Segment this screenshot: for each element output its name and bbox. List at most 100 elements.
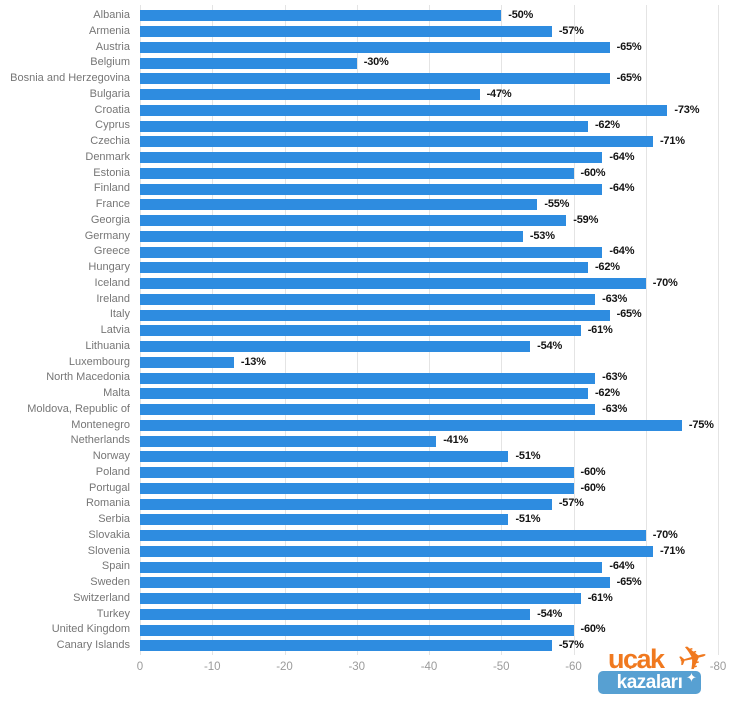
category-label: Poland [95,465,130,478]
watermark-badge: kazaları [598,671,701,694]
bar [140,167,574,179]
chart-row: Poland -60% [0,465,729,481]
bar [140,388,588,400]
value-label: -47% [486,87,512,100]
x-tick-label: -80 [709,661,727,673]
bar [140,545,653,557]
category-label: Italy [109,308,130,321]
bar [140,514,509,526]
category-label: Denmark [85,150,130,163]
value-label: -54% [537,339,563,352]
chart-row: North Macedonia -63% [0,370,729,386]
x-tick-label: -20 [276,661,293,673]
bar [140,467,574,479]
x-tick-label: -10 [203,661,221,673]
chart-row: Greece -64% [0,244,729,260]
bar [140,451,509,463]
bar [140,356,234,368]
value-label: -63% [602,292,628,305]
sparkle-icon: ✦ [686,670,697,685]
chart-row: Serbia -51% [0,512,729,528]
chart-row: France -55% [0,197,729,213]
bar [140,104,668,116]
category-label: Armenia [89,24,130,37]
category-label: Bulgaria [89,87,130,100]
category-label: Croatia [94,103,130,116]
value-label: -65% [616,72,642,84]
value-label: -51% [515,450,541,462]
category-label: Hungary [88,261,130,273]
bar [140,230,523,242]
category-label: Montenegro [71,418,130,431]
value-label: -65% [616,576,642,588]
value-label: -65% [616,40,642,53]
chart-row: Denmark -64% [0,150,729,166]
category-label: Norway [92,450,130,462]
value-label: -65% [616,308,642,321]
chart-row: Ireland -63% [0,292,729,308]
category-label: Cyprus [95,119,130,132]
value-label: -61% [587,591,613,604]
value-label: -64% [609,182,635,195]
value-label: -57% [558,639,584,651]
bar [140,419,682,431]
bar [140,435,437,447]
chart-row: Czechia -71% [0,134,729,150]
x-tick-label: 0 [136,661,144,673]
chart-row: Switzerland -61% [0,591,729,607]
bar [140,309,610,321]
bar [140,136,653,148]
bar [140,89,480,101]
bar [140,278,646,290]
chart-row: Turkey -54% [0,607,729,623]
chart-row: United Kingdom -60% [0,622,729,638]
bar [140,624,574,636]
category-label: Spain [101,560,130,573]
chart-row: Portugal -60% [0,481,729,497]
category-label: Malta [103,387,130,399]
bar [140,325,581,337]
chart-row: Hungary -62% [0,260,729,276]
value-label: -73% [674,103,700,116]
bar [140,57,357,69]
bar [140,199,538,211]
bar [140,215,567,227]
category-label: Serbia [98,513,130,525]
category-label: United Kingdom [51,623,130,636]
category-label: Lithuania [85,339,130,352]
chart-row: Croatia -73% [0,103,729,119]
chart-row: Spain -64% [0,559,729,575]
chart-row: Romania -57% [0,496,729,512]
value-label: -63% [602,402,628,415]
chart-row: Malta -62% [0,386,729,402]
category-label: Bosnia and Herzegovina [10,72,130,84]
category-label: Austria [95,40,130,53]
value-label: -60% [580,465,606,478]
chart-row: Austria -65% [0,40,729,56]
chart-row: Canary Islands -57% [0,638,729,654]
bar [140,262,588,274]
bar [140,577,610,589]
category-label: Romania [85,497,130,510]
chart-row: Luxembourg -13% [0,355,729,371]
bar [140,561,603,573]
chart-row: Montenegro -75% [0,418,729,434]
bar [140,608,531,620]
bar [140,341,531,353]
category-label: Portugal [89,481,130,494]
value-label: -30% [363,56,389,69]
bar [140,183,603,195]
chart-row: Latvia -61% [0,323,729,339]
category-label: France [95,198,130,210]
category-label: Luxembourg [68,355,130,368]
value-label: -63% [602,371,628,384]
category-label: Latvia [100,324,130,336]
value-label: -70% [652,276,678,289]
value-label: -71% [659,544,685,557]
value-label: -71% [659,135,685,147]
value-label: -62% [594,261,620,273]
value-label: -41% [443,434,469,447]
chart-row: Italy -65% [0,307,729,323]
chart-row: Finland -64% [0,181,729,197]
value-label: -75% [688,418,714,431]
